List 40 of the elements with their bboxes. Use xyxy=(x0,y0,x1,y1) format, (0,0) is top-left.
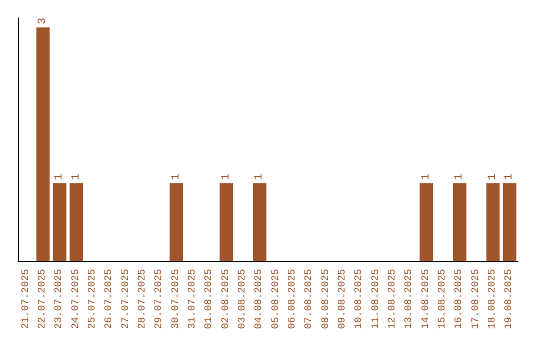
data-label: 1 xyxy=(504,173,516,180)
x-tick-label: 19.08.2025 xyxy=(504,268,516,330)
data-label: 1 xyxy=(420,173,432,180)
x-tick-label: 26.07.2025 xyxy=(104,268,116,330)
data-label: 1 xyxy=(70,173,82,180)
x-tick-label: 04.08.2025 xyxy=(254,268,266,330)
data-label: 3 xyxy=(37,18,49,24)
x-tick-label: 25.07.2025 xyxy=(88,268,98,330)
data-label: 1 xyxy=(254,173,266,180)
x-tick-label: 27.07.2025 xyxy=(120,268,132,330)
data-label: 1 xyxy=(170,173,182,180)
x-tick-label: 29.07.2025 xyxy=(154,268,166,330)
data-label: 1 xyxy=(220,173,232,180)
x-tick-label: 28.07.2025 xyxy=(138,268,148,330)
x-tick-label: 16.08.2025 xyxy=(454,268,466,330)
x-tick-label: 13.08.2025 xyxy=(404,268,416,330)
x-tick-label: 14.08.2025 xyxy=(420,268,432,330)
x-tick-label: 06.08.2025 xyxy=(288,268,298,330)
x-tick-label: 08.08.2025 xyxy=(320,268,332,330)
x-tick-label: 07.08.2025 xyxy=(304,268,316,330)
x-tick-label: 12.08.2025 xyxy=(388,268,398,330)
x-tick-label: 21.07.2025 xyxy=(20,268,32,330)
x-tick-label: 17.08.2025 xyxy=(470,268,482,330)
x-tick-label: 02.08.2025 xyxy=(220,268,232,330)
x-tick-label: 09.08.2025 xyxy=(338,268,348,330)
data-label: 1 xyxy=(454,173,466,180)
x-tick-label: 31.07.2025 xyxy=(188,268,198,330)
x-tick-label: 22.07.2025 xyxy=(38,268,48,330)
x-tick-label: 18.08.2025 xyxy=(488,268,498,330)
x-tick-label: 11.08.2025 xyxy=(370,268,382,330)
x-tick-label: 15.08.2025 xyxy=(438,268,448,330)
x-tick-label: 24.07.2025 xyxy=(70,268,82,330)
x-tick-label: 01.08.2025 xyxy=(204,268,216,330)
x-tick-label: 30.07.2025 xyxy=(170,268,182,330)
x-tick-label: 10.08.2025 xyxy=(354,268,366,330)
x-tick-label: 05.08.2025 xyxy=(270,268,282,330)
x-tick-label: 03.08.2025 xyxy=(238,268,248,330)
data-label: 1 xyxy=(54,173,66,180)
x-tick-label: 23.07.2025 xyxy=(54,268,66,330)
data-label: 1 xyxy=(487,173,499,180)
